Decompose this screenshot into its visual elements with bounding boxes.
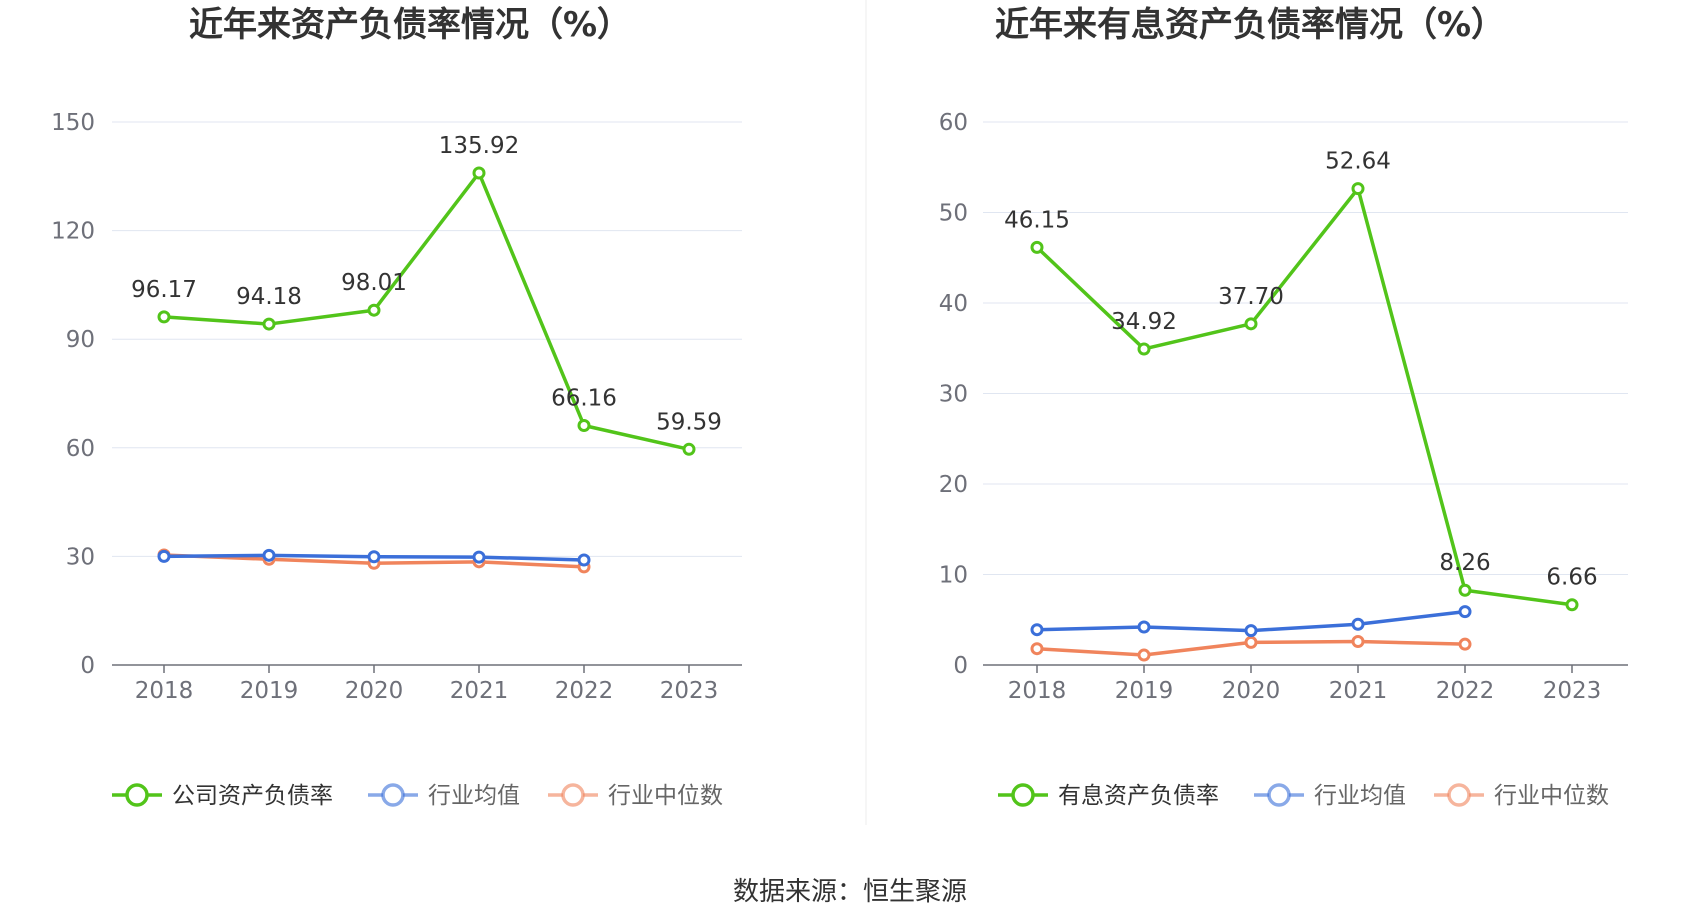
data-point (1458, 605, 1472, 619)
legend-item: 行业均值 (1254, 783, 1406, 809)
y-tick-label: 10 (939, 563, 968, 589)
legend-swatch-marker (125, 783, 149, 807)
data-point (1565, 598, 1579, 612)
data-point (1030, 240, 1044, 254)
legend-label: 有息资产负债率 (1058, 783, 1219, 809)
data-point (1458, 583, 1472, 597)
data-label: 94.18 (236, 284, 302, 310)
y-tick-label: 30 (66, 544, 95, 570)
legend-swatch-marker (1447, 783, 1471, 807)
y-tick-label: 60 (939, 110, 968, 136)
data-point (1030, 623, 1044, 637)
data-point (262, 548, 276, 562)
data-label: 66.16 (551, 386, 617, 412)
x-tick-label: 2020 (1222, 678, 1281, 704)
legend-swatch-marker (1267, 783, 1291, 807)
series-line (1035, 186, 1573, 607)
y-tick-label: 0 (953, 653, 968, 679)
data-label: 135.92 (439, 133, 519, 159)
data-point (367, 303, 381, 317)
legend-label: 行业均值 (1314, 783, 1406, 809)
data-label: 6.66 (1546, 565, 1597, 591)
legend-item: 行业均值 (368, 783, 520, 809)
legend-swatch-marker (1011, 783, 1035, 807)
legend-label: 公司资产负债率 (172, 783, 333, 809)
data-label: 52.64 (1325, 149, 1391, 175)
x-tick-label: 2023 (1543, 678, 1602, 704)
y-tick-label: 120 (51, 219, 95, 245)
legend-item: 公司资产负债率 (112, 783, 333, 809)
data-point (1244, 317, 1258, 331)
data-point (1244, 624, 1258, 638)
data-point (1137, 648, 1151, 662)
data-point (262, 317, 276, 331)
data-point (577, 553, 591, 567)
data-label: 98.01 (341, 270, 407, 296)
debt-ratio-chart: 近年来资产负债率情况（%） 0 30 60 90 120 150 2018 2019 2020 20… (51, 5, 742, 809)
legend-swatch-marker (381, 783, 405, 807)
data-label: 8.26 (1439, 550, 1490, 576)
y-tick-label: 20 (939, 472, 968, 498)
data-label: 96.17 (131, 277, 197, 303)
data-point (682, 442, 696, 456)
data-label: 46.15 (1004, 207, 1070, 233)
data-point (1351, 634, 1365, 648)
y-tick-label: 90 (66, 327, 95, 353)
data-point (157, 310, 171, 324)
chart-title: 近年来有息资产负债率情况（%） (995, 5, 1505, 45)
data-point (577, 419, 591, 433)
x-tick-label: 2021 (450, 678, 509, 704)
data-point (1458, 637, 1472, 651)
data-point (157, 549, 171, 563)
series-line (163, 171, 690, 451)
data-point (1137, 620, 1151, 634)
x-tick-label: 2022 (555, 678, 614, 704)
x-tick-label: 2023 (660, 678, 719, 704)
data-point (1030, 642, 1044, 656)
legend-item: 行业中位数 (548, 783, 723, 809)
data-label: 34.92 (1111, 309, 1177, 335)
y-tick-label: 50 (939, 201, 968, 227)
legend-label: 行业中位数 (608, 783, 723, 809)
y-tick-label: 30 (939, 382, 968, 408)
x-tick-label: 2019 (1115, 678, 1174, 704)
y-tick-label: 40 (939, 291, 968, 317)
legend-item: 行业中位数 (1434, 783, 1609, 809)
x-tick-label: 2019 (240, 678, 299, 704)
legend-label: 行业中位数 (1494, 783, 1609, 809)
legend-item: 有息资产负债率 (998, 783, 1219, 809)
y-tick-label: 150 (51, 110, 95, 136)
data-point (472, 550, 486, 564)
x-tick-label: 2018 (135, 678, 194, 704)
x-tick-label: 2018 (1008, 678, 1067, 704)
interest-bearing-debt-ratio-chart: 近年来有息资产负债率情况（%） 0 10 20 30 40 50 60 2018 2019 2020… (939, 5, 1628, 809)
y-tick-label: 60 (66, 436, 95, 462)
legend-swatch-marker (561, 783, 585, 807)
data-label: 37.70 (1218, 284, 1284, 310)
data-point (1137, 342, 1151, 356)
legend-label: 行业均值 (428, 783, 520, 809)
y-tick-label: 0 (80, 653, 95, 679)
data-point (367, 550, 381, 564)
chart-title: 近年来资产负债率情况（%） (189, 5, 631, 45)
x-tick-label: 2020 (345, 678, 404, 704)
data-source: 数据来源：恒生聚源 (733, 877, 967, 907)
data-point (1244, 635, 1258, 649)
data-label: 59.59 (656, 409, 722, 435)
data-point (1351, 182, 1365, 196)
x-tick-label: 2021 (1329, 678, 1388, 704)
data-point (472, 166, 486, 180)
x-tick-label: 2022 (1436, 678, 1495, 704)
data-point (1351, 617, 1365, 631)
